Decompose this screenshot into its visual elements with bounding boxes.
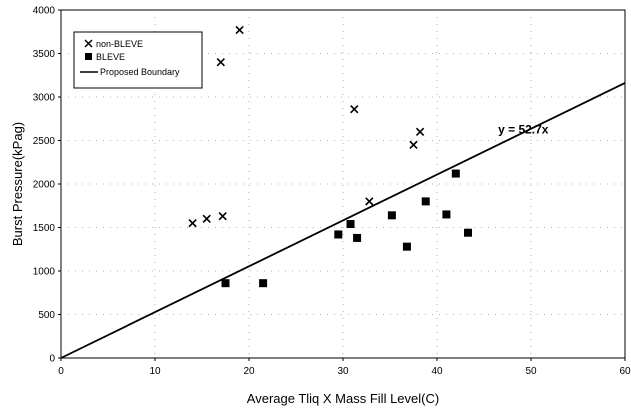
non-bleve-point — [350, 105, 359, 114]
y-tick-label: 4000 — [33, 6, 56, 17]
legend: non-BLEVE BLEVE Proposed Boundary — [73, 31, 203, 89]
proposed-boundary-line — [60, 82, 626, 359]
y-tick-label: 500 — [38, 310, 55, 321]
non-bleve-point — [235, 25, 244, 35]
bleve-point — [442, 210, 451, 219]
axes — [58, 9, 626, 361]
non-bleve-point — [202, 214, 211, 223]
y-tick-label: 1000 — [33, 267, 56, 278]
y-tick-label: 2500 — [33, 136, 56, 147]
y-tick-label: 2000 — [33, 180, 56, 191]
non-bleve-point — [188, 218, 197, 228]
non-bleve-point — [218, 212, 227, 221]
bleve-point — [346, 220, 355, 229]
y-tick-label: 3000 — [33, 93, 56, 104]
bleve-point — [464, 228, 473, 237]
x-tick-label: 30 — [337, 366, 349, 377]
x-tick-label: 0 — [58, 366, 64, 377]
non-bleve-point — [409, 140, 418, 150]
bleve-point — [353, 233, 362, 242]
bleve-point — [259, 279, 268, 288]
x-tick-label: 40 — [431, 366, 443, 377]
bleve-point — [421, 197, 430, 206]
x-tick-label: 10 — [149, 366, 161, 377]
bleve-point — [387, 211, 396, 220]
data-points — [188, 25, 473, 288]
bleve-point — [402, 242, 411, 251]
annotations: y = 52.7x — [498, 123, 549, 137]
x-tick-label: 60 — [619, 366, 631, 377]
non-bleve-point — [365, 197, 374, 206]
x-tick-label: 50 — [525, 366, 537, 377]
bleve-point — [221, 279, 230, 288]
legend-box — [73, 31, 203, 89]
square-marker-icon — [85, 53, 92, 60]
y-tick-label: 1500 — [33, 223, 56, 234]
equation-annotation: y = 52.7x — [498, 123, 549, 137]
bleve-point — [334, 230, 343, 239]
x-axis-title: Average Tliq X Mass Fill Level(C) — [247, 391, 439, 406]
bleve-point — [451, 169, 460, 178]
legend-label-bleve: BLEVE — [96, 52, 125, 62]
x-tick-label: 20 — [243, 366, 255, 377]
y-tick-label: 0 — [49, 354, 55, 365]
legend-item-proposed-boundary: Proposed Boundary — [80, 67, 180, 77]
y-axis-title: Burst Pressure(kPag) — [10, 122, 25, 246]
non-bleve-point — [216, 58, 225, 67]
y-tick-label: 3500 — [33, 49, 56, 60]
legend-item-bleve: BLEVE — [85, 52, 125, 62]
non-bleve-point — [415, 127, 425, 136]
legend-item-non-bleve: non-BLEVE — [84, 39, 143, 49]
boundary-line-layer — [60, 82, 626, 359]
legend-label-proposed-boundary: Proposed Boundary — [100, 67, 180, 77]
grid-lines — [61, 10, 625, 358]
legend-label-non-bleve: non-BLEVE — [96, 39, 143, 49]
x-marker-icon — [84, 39, 93, 48]
tick-labels: 0 500 1000 1500 2000 2500 3000 3500 4000 0 10 20 30 4… — [33, 6, 631, 378]
